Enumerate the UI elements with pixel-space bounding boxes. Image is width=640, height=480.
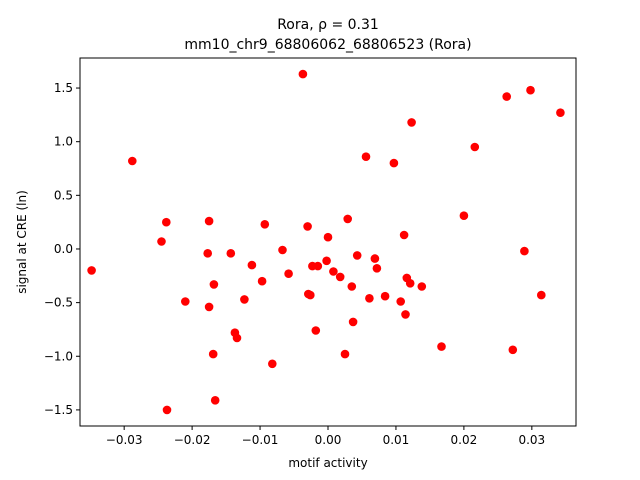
data-point [311, 326, 321, 335]
y-tick-label: 1.0 [54, 135, 73, 149]
data-point [157, 237, 166, 246]
data-point [260, 220, 270, 229]
data-point [508, 345, 518, 355]
data-point [407, 118, 416, 127]
data-point [520, 246, 529, 256]
y-axis-label: signal at CRE (ln) [15, 190, 29, 294]
data-point [208, 349, 218, 359]
data-point [278, 245, 287, 255]
data-point [210, 396, 220, 405]
data-point [396, 297, 406, 306]
x-tick-label: 0.01 [383, 433, 410, 447]
data-point [128, 156, 137, 166]
y-tick-label: 1.5 [54, 81, 73, 95]
x-tick-label: −0.03 [106, 433, 143, 447]
data-point [322, 256, 331, 266]
data-point [459, 211, 469, 220]
data-point [162, 405, 172, 415]
data-point [389, 158, 399, 168]
chart-subtitle: mm10_chr9_68806062_68806523 (Rora) [184, 37, 471, 53]
data-point [209, 280, 219, 289]
data-point [470, 142, 480, 152]
data-point [335, 272, 345, 282]
data-point [162, 217, 171, 227]
data-point [348, 317, 358, 327]
data-points [87, 69, 565, 415]
data-point [232, 333, 242, 343]
y-tick-label: −0.5 [44, 296, 73, 310]
data-point [361, 152, 371, 161]
data-point [417, 282, 427, 291]
data-point [370, 254, 380, 263]
data-point [204, 302, 214, 312]
data-point [401, 310, 410, 319]
x-tick-label: 0.03 [518, 433, 545, 447]
data-point [329, 267, 338, 276]
data-point [343, 214, 353, 224]
data-point [313, 261, 323, 271]
data-point [365, 294, 374, 303]
data-point [347, 282, 357, 291]
data-point [226, 249, 236, 258]
data-point [257, 276, 267, 286]
data-point [306, 290, 315, 300]
y-tick-label: 0.5 [54, 188, 73, 202]
plot-area-frame [79, 57, 577, 427]
y-tick-label: −1.0 [44, 349, 73, 363]
data-point [240, 295, 249, 304]
data-point [537, 290, 546, 300]
x-tick-label: 0.00 [315, 433, 342, 447]
data-point [556, 108, 565, 117]
data-point [352, 251, 362, 260]
data-point [87, 266, 96, 275]
data-point [405, 279, 415, 288]
x-axis-label: motif activity [288, 456, 367, 470]
data-point [303, 222, 312, 231]
data-point [203, 249, 212, 258]
x-tick-label: −0.01 [242, 433, 279, 447]
data-point [437, 342, 446, 351]
x-tick-label: 0.02 [451, 433, 478, 447]
data-point [284, 269, 293, 279]
data-point [502, 92, 512, 101]
data-point [204, 216, 214, 226]
data-point [323, 232, 333, 242]
data-point [340, 349, 350, 359]
data-point [268, 359, 277, 369]
y-tick-label: −1.5 [44, 403, 73, 417]
chart-title: Rora, ρ = 0.31 [277, 17, 379, 33]
data-point [399, 230, 409, 240]
data-point [372, 264, 382, 273]
data-point [380, 291, 390, 301]
data-point [298, 69, 308, 79]
data-point [181, 297, 190, 306]
data-point [247, 260, 257, 270]
x-tick-label: −0.02 [174, 433, 211, 447]
y-axis-ticks: −1.5 −1.0 −0.5 0.0 0.5 1.0 1.5 [44, 81, 80, 417]
x-axis-ticks: −0.03 −0.02 −0.01 0.00 0.01 0.02 0.03 [106, 426, 545, 447]
data-point [526, 85, 535, 95]
y-tick-label: 0.0 [54, 242, 73, 256]
